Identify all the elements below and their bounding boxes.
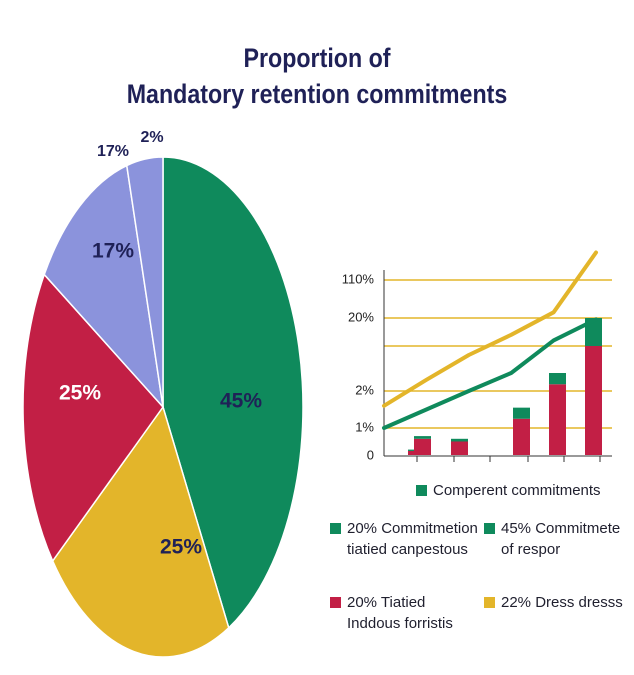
pie-slice [162, 156, 304, 630]
bar-segment-red [549, 384, 566, 455]
legend-label: 45% Commitmete of respor [501, 520, 621, 558]
bar-segment-green [513, 407, 530, 419]
title-line-1: Proportion of [243, 43, 391, 73]
series-line-green [382, 317, 598, 430]
legend-label: 20% Tiatied Inddous forristis [347, 594, 453, 632]
legend-swatch [416, 485, 427, 496]
bar-segment-red [513, 418, 530, 455]
pie-slice [51, 405, 230, 658]
bar-segment-green [451, 438, 468, 442]
y-tick-label: 110% [342, 271, 375, 286]
pie-slice-label: 25% [59, 382, 101, 405]
legend-label: 22% Dress dresss [501, 594, 623, 611]
pie-chart: 45% 25% 25% 17% 17% 2% [22, 129, 304, 658]
pie-slice [22, 273, 164, 563]
legend-swatch [484, 523, 495, 534]
bar-chart: 110% 20% 2% 1% 0 [342, 250, 612, 462]
bar-segment-red [451, 441, 468, 455]
page-title: Proportion of Mandatory retention commit… [44, 40, 589, 112]
pie-slice [125, 156, 164, 408]
bar-segment-red [585, 346, 602, 455]
bar-segment-green [585, 318, 602, 346]
pie-slice-label: 45% [220, 390, 262, 413]
series-line-yellow [382, 250, 598, 408]
y-tick-label: 20% [348, 309, 374, 324]
pie-slice-label: 25% [160, 536, 202, 559]
pie-outer-label: 17% [97, 143, 129, 160]
legend-label: Comperent commitments [433, 482, 601, 499]
pie-outer-label: 2% [140, 129, 163, 146]
legend-swatch [330, 523, 341, 534]
legend-swatch [484, 597, 495, 608]
bar-segment-green [549, 373, 566, 385]
legend-swatch [330, 597, 341, 608]
y-tick-label: 0 [367, 447, 374, 462]
y-tick-label: 2% [355, 382, 374, 397]
bar-segment-green [414, 436, 431, 439]
legend-label: 20% Commitmetion tiatied canpestous [347, 520, 478, 558]
pie-slice-label: 17% [92, 240, 134, 263]
y-tick-label: 1% [355, 419, 374, 434]
pie-slice [43, 164, 165, 410]
bar-segment-red [414, 438, 431, 455]
title-line-2: Mandatory retention commitments [126, 79, 508, 109]
